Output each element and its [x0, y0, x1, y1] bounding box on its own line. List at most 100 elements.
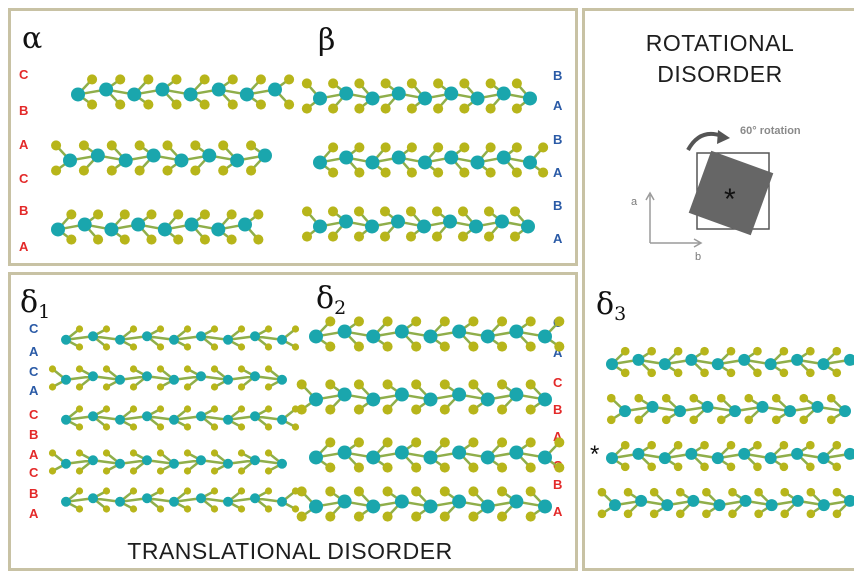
chalcogen-atom — [673, 346, 683, 356]
metal-atom — [394, 387, 409, 402]
metal-atom — [337, 445, 352, 460]
chalcogen-atom — [525, 462, 536, 473]
chalcogen-atom — [700, 346, 709, 356]
chalcogen-atom — [264, 505, 273, 513]
chalcogen-atom — [382, 379, 393, 390]
bond-lines — [315, 441, 561, 469]
metal-atom — [606, 452, 618, 465]
delta3-marker: * — [590, 441, 600, 468]
chalcogen-atom — [753, 440, 762, 450]
rotational-disorder-title: ROTATIONAL DISORDER — [645, 30, 795, 88]
chalcogen-atom — [284, 74, 295, 85]
chalcogen-atom — [129, 325, 138, 333]
chalcogen-atom — [291, 343, 300, 351]
bond-lines — [601, 491, 851, 515]
chalcogen-atom — [497, 341, 508, 352]
chalcogen-atom — [237, 467, 246, 475]
chalcogen-atom — [406, 78, 417, 89]
metal-atom — [470, 155, 485, 170]
chalcogen-atom — [51, 140, 62, 151]
chalcogen-atom — [459, 167, 470, 178]
chalcogen-atom — [48, 449, 57, 457]
chalcogen-atom — [700, 440, 709, 450]
delta2-layer — [309, 437, 565, 473]
translational-disorder-title: TRANSLATIONAL DISORDER — [127, 538, 453, 564]
chalcogen-atom — [380, 167, 391, 178]
chalcogen-atom — [48, 365, 57, 373]
chalcogen-atom — [171, 99, 182, 110]
metal-atom — [509, 445, 524, 460]
chalcogen-atom — [218, 140, 229, 151]
metal-atom — [118, 153, 133, 168]
chalcogen-atom — [199, 99, 210, 110]
delta2-stack-letter: A — [553, 429, 563, 444]
chalcogen-atom — [406, 142, 417, 153]
chalcogen-atom — [382, 486, 393, 497]
chalcogen-atom — [382, 511, 393, 522]
metal-atom — [61, 374, 71, 385]
chalcogen-atom — [328, 103, 339, 114]
chalcogen-atom — [75, 343, 84, 351]
translational-disorder-panel — [8, 272, 578, 571]
chalcogen-atom — [173, 209, 184, 220]
chalcogen-atom — [459, 142, 470, 153]
metal-atom — [313, 155, 327, 170]
metal-atom — [115, 374, 125, 385]
metal-atom — [391, 150, 406, 165]
chalcogen-atom — [380, 142, 391, 153]
metal-atom — [313, 91, 327, 106]
metal-atom — [739, 494, 752, 507]
metal-atom — [115, 458, 125, 469]
chalcogen-atom — [806, 509, 816, 519]
metal-atom — [157, 222, 172, 237]
chalcogen-atom — [459, 78, 470, 89]
metal-atom — [277, 458, 287, 469]
alpha-layer — [51, 140, 272, 176]
chalcogen-atom — [129, 449, 138, 457]
metal-atom — [391, 214, 405, 229]
chalcogen-atom — [826, 393, 836, 403]
chalcogen-atom — [325, 511, 336, 522]
chalcogen-atom — [382, 341, 393, 352]
chalcogen-atom — [237, 365, 246, 373]
chalcogen-atom — [647, 368, 656, 378]
metal-atom — [791, 494, 804, 507]
chalcogen-atom — [806, 487, 816, 497]
delta1-layer — [48, 365, 287, 391]
beta-layer — [301, 206, 535, 242]
chalcogen-atom — [468, 462, 479, 473]
chalcogen-atom — [353, 341, 364, 352]
chalcogen-atom — [143, 74, 154, 85]
metal-atom — [238, 217, 252, 232]
chalcogen-atom — [353, 316, 364, 327]
chalcogen-atom — [406, 103, 417, 114]
metal-atom — [480, 392, 495, 407]
metal-atom — [509, 324, 524, 339]
chalcogen-atom — [134, 165, 145, 176]
delta1-stack-letter: A — [29, 447, 39, 462]
chalcogen-atom — [832, 346, 842, 356]
chalcogen-atom — [66, 234, 77, 245]
metal-atom — [423, 450, 438, 465]
chalcogen-atom — [728, 509, 737, 519]
metal-atom — [196, 455, 206, 466]
bond-lines — [51, 367, 283, 389]
chalcogen-atom — [353, 379, 364, 390]
chalcogen-atom — [296, 511, 307, 522]
chalcogen-atom — [661, 393, 671, 403]
chalcogen-atom — [606, 415, 616, 425]
chalcogen-atom — [647, 440, 656, 450]
chalcogen-atom — [405, 231, 417, 242]
axis-b-label: b — [695, 251, 701, 263]
chalcogen-atom — [832, 462, 842, 472]
chalcogen-atom — [431, 231, 443, 242]
chalcogen-atom — [156, 467, 165, 475]
metal-atom — [169, 458, 179, 469]
chalcogen-atom — [327, 206, 339, 217]
chalcogen-atom — [439, 316, 450, 327]
chalcogen-atom — [354, 103, 365, 114]
metal-atom — [417, 219, 431, 234]
chalcogen-atom — [554, 316, 565, 327]
metal-atom — [88, 411, 98, 422]
metal-atom — [661, 499, 674, 512]
